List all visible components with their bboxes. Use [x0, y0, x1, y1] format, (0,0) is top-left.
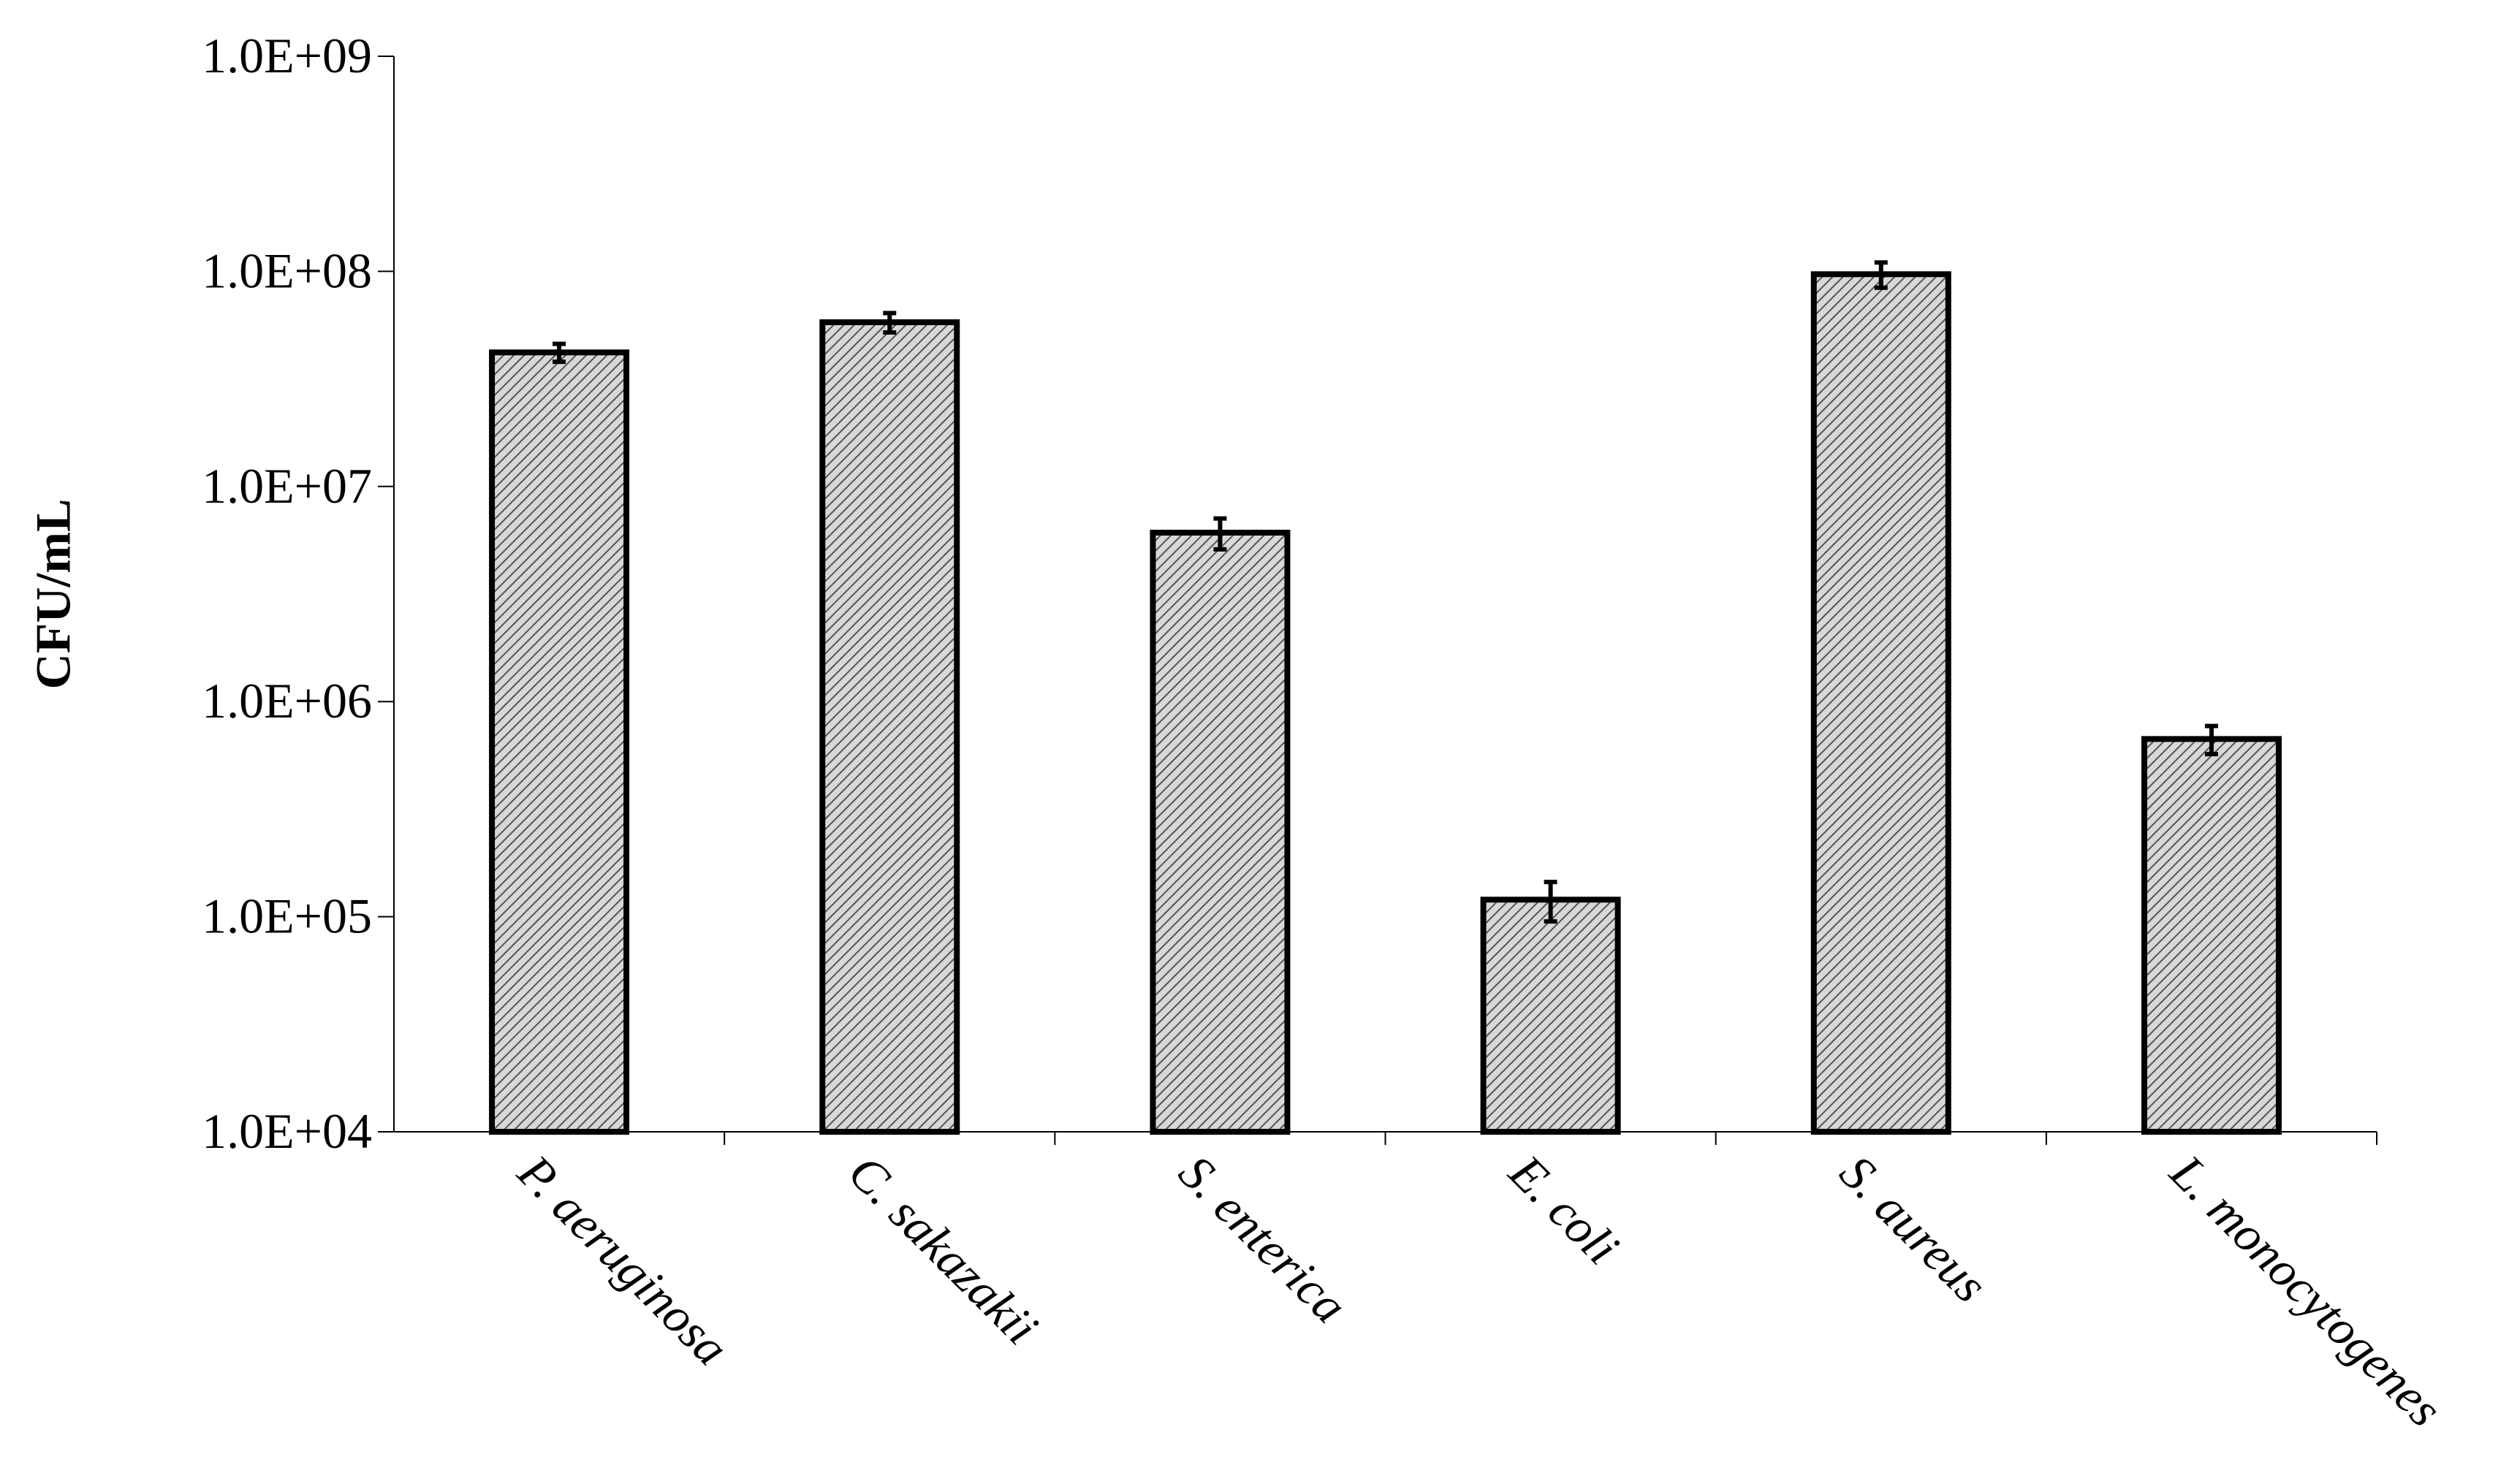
error-bar — [1213, 516, 1227, 552]
error-bar — [1874, 260, 1888, 290]
x-tick-label: L. monocytogenes — [2160, 1143, 2453, 1437]
error-bar — [553, 341, 566, 365]
error-bar — [883, 311, 897, 335]
bar — [489, 349, 630, 1135]
error-bar — [1544, 880, 1557, 924]
y-tick-label: 1.0E+05 — [202, 888, 372, 944]
bar — [1810, 271, 1951, 1135]
x-tick-label: S. aureus — [1829, 1144, 1998, 1313]
x-tick-label: E. coli — [1498, 1143, 1630, 1275]
bar — [819, 319, 960, 1135]
y-axis-label: CFU/mL — [26, 499, 81, 690]
y-tick-label: 1.0E+04 — [202, 1103, 372, 1159]
bar — [1480, 897, 1621, 1135]
bar — [2141, 736, 2282, 1135]
x-tick-label: C. sakazakii — [838, 1144, 1050, 1355]
bar — [1150, 529, 1291, 1135]
y-tick-label: 1.0E+06 — [202, 673, 372, 728]
error-bar — [2204, 723, 2218, 757]
y-tick-label: 1.0E+09 — [202, 28, 372, 83]
x-tick-label: P. aeruginosa — [507, 1143, 740, 1376]
y-tick-label: 1.0E+08 — [202, 243, 372, 298]
x-tick-label: S. enterica — [1169, 1144, 1358, 1333]
y-tick-label: 1.0E+07 — [202, 458, 372, 514]
